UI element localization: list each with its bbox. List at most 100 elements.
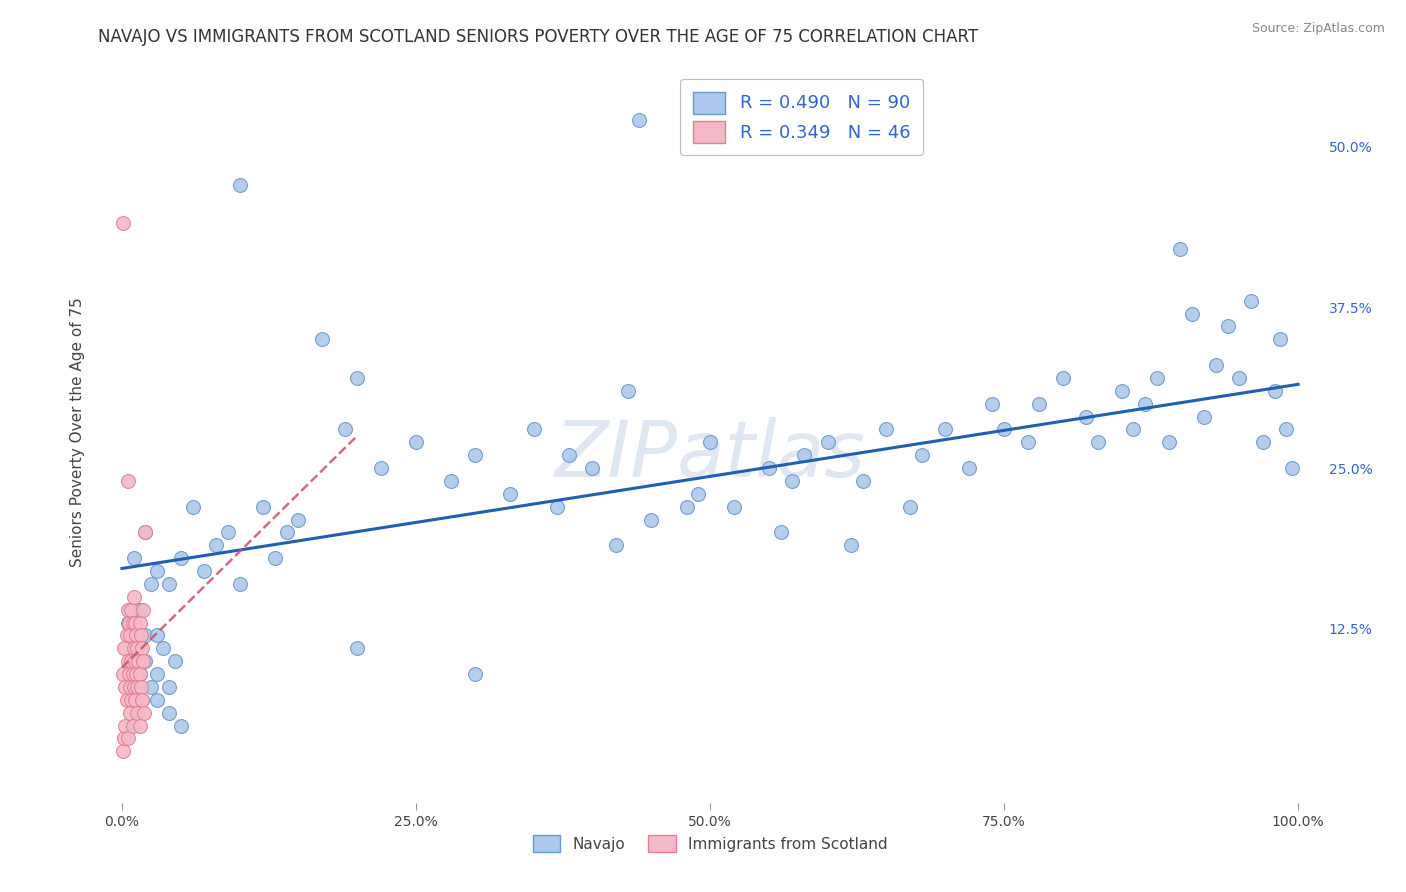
Point [117, 731, 139, 746]
Point [1087, 435, 1109, 450]
Point [115, 628, 138, 642]
Point [1052, 371, 1074, 385]
Point [758, 461, 780, 475]
Point [311, 332, 333, 346]
Point [120, 602, 142, 616]
Point [152, 641, 174, 656]
Point [628, 113, 651, 128]
Point [146, 667, 169, 681]
Point [499, 487, 522, 501]
Point [132, 654, 155, 668]
Point [146, 693, 169, 707]
Point [405, 435, 427, 450]
Point [1240, 293, 1263, 308]
Point [120, 680, 142, 694]
Point [205, 538, 228, 552]
Point [157, 577, 180, 591]
Point [134, 628, 156, 642]
Point [112, 216, 135, 230]
Point [263, 551, 285, 566]
Point [1028, 397, 1050, 411]
Point [1251, 435, 1274, 450]
Point [128, 602, 150, 616]
Point [1192, 409, 1215, 424]
Point [1264, 384, 1286, 398]
Point [699, 435, 721, 450]
Point [112, 641, 135, 656]
Point [1122, 422, 1144, 436]
Point [128, 667, 150, 681]
Point [131, 693, 153, 707]
Point [287, 512, 309, 526]
Point [117, 602, 139, 616]
Legend: Navajo, Immigrants from Scotland: Navajo, Immigrants from Scotland [527, 830, 893, 858]
Point [1205, 358, 1227, 372]
Point [112, 731, 135, 746]
Point [122, 551, 145, 566]
Point [122, 590, 145, 604]
Point [193, 564, 215, 578]
Point [146, 628, 169, 642]
Point [1275, 422, 1298, 436]
Point [723, 500, 745, 514]
Point [122, 680, 145, 694]
Point [370, 461, 392, 475]
Point [134, 525, 156, 540]
Point [127, 680, 149, 694]
Point [170, 551, 193, 566]
Point [276, 525, 298, 540]
Point [782, 474, 804, 488]
Point [640, 512, 662, 526]
Point [128, 667, 150, 681]
Point [181, 500, 204, 514]
Point [127, 706, 149, 720]
Point [134, 706, 156, 720]
Point [1181, 306, 1204, 320]
Point [163, 654, 186, 668]
Point [157, 706, 180, 720]
Point [1146, 371, 1168, 385]
Y-axis label: Seniors Poverty Over the Age of 75: Seniors Poverty Over the Age of 75 [69, 298, 84, 567]
Point [793, 448, 815, 462]
Point [120, 628, 142, 642]
Point [121, 667, 143, 681]
Point [127, 654, 149, 668]
Point [898, 500, 921, 514]
Point [558, 448, 581, 462]
Point [464, 448, 486, 462]
Point [129, 680, 152, 694]
Point [114, 718, 136, 732]
Point [132, 602, 155, 616]
Point [346, 641, 368, 656]
Point [852, 474, 875, 488]
Point [934, 422, 956, 436]
Point [1270, 332, 1292, 346]
Point [464, 667, 486, 681]
Point [911, 448, 934, 462]
Point [1017, 435, 1039, 450]
Point [1281, 461, 1303, 475]
Point [120, 706, 142, 720]
Text: NAVAJO VS IMMIGRANTS FROM SCOTLAND SENIORS POVERTY OVER THE AGE OF 75 CORRELATIO: NAVAJO VS IMMIGRANTS FROM SCOTLAND SENIO… [98, 28, 979, 45]
Point [141, 680, 163, 694]
Point [141, 577, 163, 591]
Point [118, 667, 141, 681]
Point [117, 474, 139, 488]
Point [131, 693, 153, 707]
Point [217, 525, 239, 540]
Point [1076, 409, 1098, 424]
Text: ZIPatlas: ZIPatlas [554, 417, 866, 493]
Point [839, 538, 862, 552]
Point [115, 693, 138, 707]
Point [121, 615, 143, 630]
Point [117, 654, 139, 668]
Point [127, 641, 149, 656]
Point [120, 654, 142, 668]
Point [157, 680, 180, 694]
Point [228, 577, 250, 591]
Point [346, 371, 368, 385]
Point [121, 718, 143, 732]
Point [581, 461, 603, 475]
Point [1216, 319, 1239, 334]
Point [112, 667, 135, 681]
